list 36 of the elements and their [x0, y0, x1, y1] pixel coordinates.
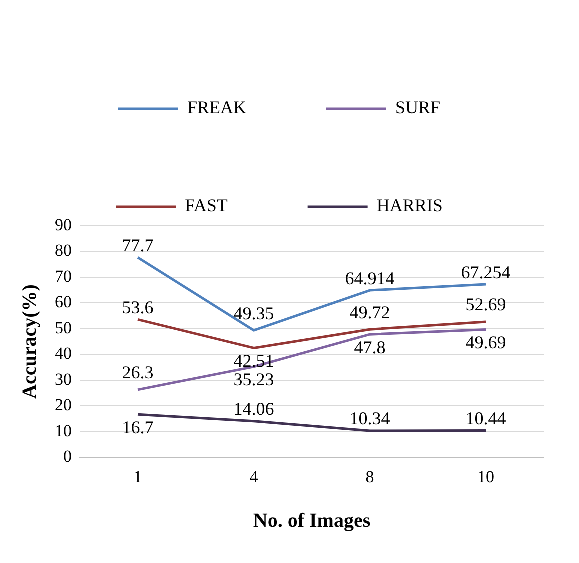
y-tick-label: 40	[55, 344, 72, 364]
data-label: 77.7	[122, 235, 154, 256]
y-tick-label: 0	[64, 447, 72, 466]
data-label: 49.72	[350, 302, 390, 322]
data-label: 67.254	[461, 262, 511, 282]
x-tick-label: 8	[366, 467, 374, 486]
x-tick-label: 10	[478, 467, 494, 486]
data-label: 10.44	[466, 408, 506, 428]
legend-label: FAST	[185, 196, 228, 216]
data-label: 52.69	[466, 294, 506, 315]
y-tick-label: 20	[55, 396, 72, 415]
data-label: 64.914	[345, 268, 395, 288]
data-label: 49.35	[234, 303, 274, 324]
data-label: 26.3	[122, 362, 154, 383]
data-label: 10.34	[350, 408, 390, 429]
legend-label: FREAK	[187, 98, 246, 118]
y-tick-label: 90	[55, 215, 72, 234]
data-label: 42.51	[234, 350, 274, 371]
y-tick-label: 60	[55, 292, 72, 312]
y-axis-title: Accuracy(%)	[19, 284, 42, 400]
data-label: 14.06	[234, 399, 274, 420]
legend-label: SURF	[395, 98, 441, 118]
x-tick-label: 4	[250, 467, 259, 486]
x-axis-title: No. of Images	[253, 510, 371, 532]
x-tick-label: 1	[134, 467, 142, 486]
data-label: 35.23	[234, 370, 274, 390]
legend-label: HARRIS	[376, 196, 443, 216]
y-tick-label: 50	[55, 318, 72, 338]
data-label: 47.8	[354, 337, 386, 358]
data-label: 53.6	[122, 297, 154, 318]
y-tick-label: 80	[55, 241, 72, 260]
data-label: 16.7	[122, 417, 154, 438]
y-tick-label: 10	[55, 421, 72, 440]
y-tick-label: 70	[55, 266, 72, 286]
data-label: 49.69	[466, 332, 506, 352]
y-tick-label: 30	[55, 370, 72, 389]
